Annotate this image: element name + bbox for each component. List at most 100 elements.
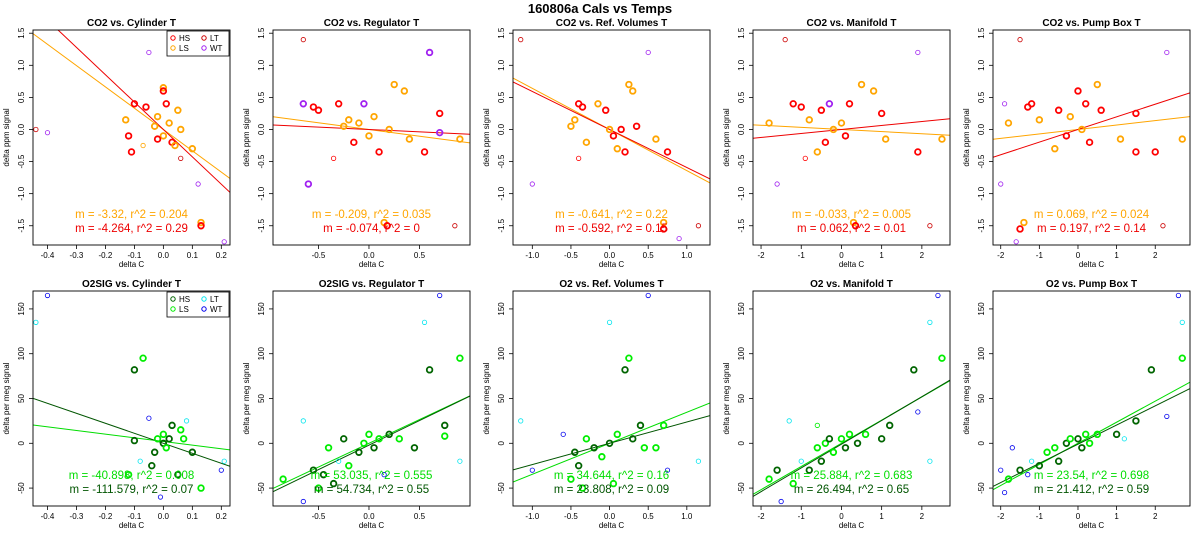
data-point <box>162 444 170 452</box>
data-point <box>1062 439 1071 447</box>
plot-area <box>753 37 950 230</box>
panel-title: CO2 vs. Regulator T <box>324 18 420 29</box>
y-tick-label: 1.0 <box>17 59 26 71</box>
plot-area <box>273 37 470 230</box>
data-point <box>177 426 185 434</box>
data-point <box>1147 366 1156 374</box>
data-point <box>309 103 318 111</box>
legend-marker <box>170 296 176 302</box>
x-tick-label: 1 <box>879 512 884 521</box>
x-tick-label: -2 <box>997 251 1005 260</box>
data-point <box>146 49 152 56</box>
data-point <box>574 461 583 470</box>
panel-4: CO2 vs. Pump Box T -2 -1 0 1 2 -1.5 -1.0 -0.5 0.0… <box>962 18 1191 269</box>
data-point <box>659 225 668 233</box>
data-point <box>188 145 197 153</box>
data-point <box>435 128 444 137</box>
y-tick-label: 0.5 <box>737 91 746 103</box>
data-point <box>1160 223 1166 229</box>
data-point <box>336 458 342 464</box>
y-tick-label: -0.5 <box>977 154 986 168</box>
data-point <box>127 148 136 156</box>
data-point <box>179 435 188 443</box>
x-tick-label: 1.0 <box>681 251 693 260</box>
y-tick-label: 100 <box>257 346 266 360</box>
fit-annotation: m = -0.641, r^2 = 0.22 <box>555 209 668 221</box>
data-point <box>142 103 150 111</box>
panel-title: O2SIG vs. Regulator T <box>319 279 425 290</box>
fit-annotation: m = -0.209, r^2 = 0.035 <box>312 209 431 221</box>
legend-marker <box>201 296 207 302</box>
y-tick-label: 50 <box>497 394 506 403</box>
x-tick-label: 1 <box>1114 512 1119 521</box>
data-point <box>218 467 224 473</box>
panel-title: CO2 vs. Manifold T <box>806 18 896 29</box>
data-point <box>567 122 575 130</box>
panel-7: O2 vs. Ref. Volumes T -1.0 -0.5 0.0 0.5 1.0 -5… <box>482 279 711 530</box>
panel-3: CO2 vs. Manifold T -2 -1 0 1 2 -1.5 -1.0 -0.5 0.0… <box>722 18 951 269</box>
y-tick-label: 100 <box>497 346 506 360</box>
plot-frame <box>752 290 951 507</box>
y-axis-label: delta per meg signal <box>2 362 11 434</box>
panel-1: CO2 vs. Regulator T -0.5 0.0 0.5 -1.5 -1.0 -0.… <box>242 18 471 269</box>
data-point <box>1066 112 1074 121</box>
data-point <box>1020 218 1028 227</box>
x-tick-label: 1 <box>879 251 884 260</box>
data-point <box>857 80 866 89</box>
fit-line-0 <box>993 116 1190 140</box>
x-axis-label: delta C <box>599 521 625 530</box>
data-point <box>1093 430 1101 439</box>
data-point <box>1132 148 1140 156</box>
y-axis-label: delta per meg signal <box>962 362 971 434</box>
data-point <box>365 132 373 140</box>
data-point <box>400 87 409 95</box>
data-point <box>150 448 159 456</box>
data-point <box>165 119 173 127</box>
y-tick-label: 1.5 <box>497 27 506 39</box>
data-point <box>869 87 878 95</box>
data-point <box>817 457 826 465</box>
data-point <box>613 145 621 153</box>
fit-annotation: m = -0.592, r^2 = 0.15 <box>555 223 668 235</box>
x-axis-label: delta C <box>599 260 625 269</box>
fit-line-1 <box>993 92 1190 158</box>
data-point <box>435 109 444 118</box>
y-axis-label: delta ppm signal <box>482 108 491 166</box>
plot-frame <box>512 290 711 507</box>
data-point <box>153 135 162 143</box>
y-tick-label: 0 <box>257 441 266 446</box>
data-point <box>140 142 146 149</box>
panel-5: O2SIG vs. Cylinder T -0.4 -0.3 -0.2 -0.1 0.0 0… <box>2 279 231 530</box>
x-tick-label: -2 <box>757 512 765 521</box>
data-point <box>935 292 941 299</box>
data-point <box>188 448 197 456</box>
data-point <box>821 439 830 447</box>
legend-marker <box>170 35 176 41</box>
data-point <box>153 112 162 121</box>
data-point <box>381 472 387 478</box>
data-point <box>383 222 391 230</box>
fit-annotation: m = 26.494, r^2 = 0.65 <box>794 484 909 496</box>
data-point <box>421 319 428 325</box>
y-tick-label: 1.5 <box>257 27 266 39</box>
data-point <box>390 80 398 89</box>
data-point <box>33 126 39 133</box>
data-point <box>789 100 797 108</box>
data-point <box>837 119 846 127</box>
data-point <box>645 292 651 299</box>
y-tick-label: 150 <box>737 302 746 316</box>
data-point <box>360 439 368 447</box>
panel-title: O2 vs. Pump Box T <box>1046 279 1137 290</box>
data-point <box>331 155 337 161</box>
x-tick-label: 0.5 <box>643 512 655 521</box>
y-tick-label: -50 <box>977 482 986 494</box>
data-point <box>197 222 205 230</box>
x-tick-label: 0 <box>1076 251 1081 260</box>
y-tick-label: 0.0 <box>737 123 746 135</box>
data-point <box>405 135 414 143</box>
y-tick-label: -1.5 <box>977 218 986 232</box>
data-point <box>695 223 702 229</box>
data-point <box>148 461 156 470</box>
y-tick-label: -1.5 <box>737 218 746 232</box>
